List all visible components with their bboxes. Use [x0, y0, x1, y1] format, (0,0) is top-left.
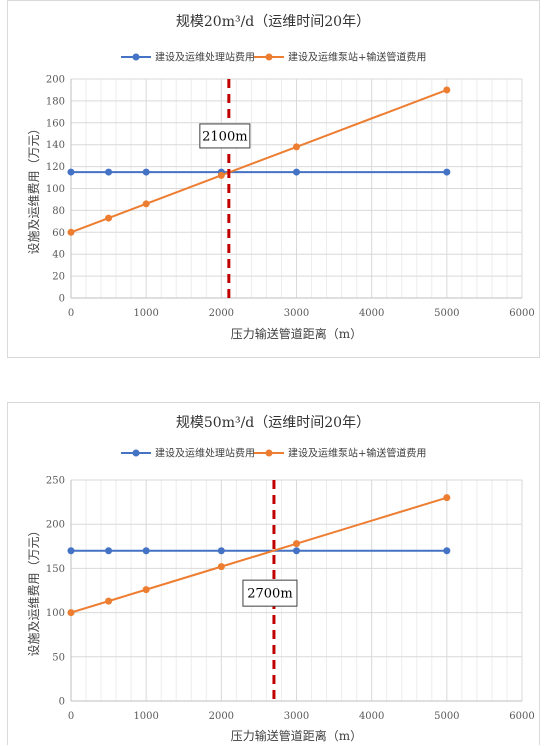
legend: 建设及运维处理站费用 建设及运维泵站+输送管道费用: [121, 447, 426, 460]
data-point: [142, 168, 150, 176]
chart-panel-1: 规模20m³/d（运维时间20年） 建设及运维处理站费用 建设及运维泵站+输送管道费…: [7, 0, 540, 358]
data-point: [67, 609, 75, 617]
data-point: [443, 547, 451, 555]
data-point: [142, 547, 150, 555]
y-tick-label: 50: [52, 652, 65, 663]
y-tick-label: 180: [46, 96, 65, 107]
chart-title: 规模50m³/d（运维时间20年）: [176, 415, 370, 431]
legend-label: 建设及运维处理站费用: [155, 51, 255, 64]
x-tick-label: 2000: [209, 308, 234, 319]
x-tick-label: 3000: [284, 711, 309, 722]
y-tick-label: 200: [46, 75, 65, 86]
y-tick-label: 100: [46, 608, 65, 619]
legend-label: 建设及运维处理站费用: [155, 447, 255, 460]
data-point: [443, 494, 451, 502]
data-point: [142, 200, 150, 208]
x-tick-label: 0: [68, 308, 74, 319]
x-tick-label: 0: [68, 711, 74, 722]
x-tick-label: 2000: [209, 711, 234, 722]
data-point: [443, 168, 451, 176]
data-point: [105, 168, 113, 176]
data-point: [105, 214, 113, 222]
x-tick-label: 4000: [359, 711, 384, 722]
legend-label: 建设及运维泵站+输送管道费用: [288, 447, 426, 460]
y-tick-label: 100: [46, 184, 65, 195]
data-point: [67, 228, 75, 236]
chart-1: 规模20m³/d（运维时间20年） 建设及运维处理站费用 建设及运维泵站+输送管道费…: [27, 14, 535, 341]
data-point: [67, 547, 75, 555]
y-tick-label: 0: [59, 294, 65, 305]
x-tick-label: 5000: [434, 308, 459, 319]
data-point: [217, 547, 225, 555]
data-point: [217, 171, 225, 179]
x-tick-label: 6000: [509, 711, 534, 722]
data-point: [293, 547, 300, 555]
x-tick-label: 3000: [284, 308, 309, 319]
x-axis-title: 压力输送管道距离（m）: [231, 326, 362, 341]
data-point: [105, 597, 113, 605]
legend-marker: [265, 449, 273, 457]
y-tick-label: 120: [46, 162, 65, 173]
data-point: [105, 547, 113, 555]
y-tick-label: 150: [46, 564, 65, 575]
legend-item-1: 建设及运维处理站费用: [121, 51, 255, 64]
x-tick-label: 6000: [509, 308, 534, 319]
legend-item-1: 建设及运维处理站费用: [121, 447, 255, 460]
data-point: [293, 540, 300, 548]
data-point: [443, 86, 451, 94]
y-tick-label: 20: [52, 272, 65, 283]
crossover-label-text: 2700m: [247, 587, 292, 602]
y-tick-label: 80: [52, 206, 65, 217]
crossover-label-box: [199, 123, 251, 149]
y-tick-label: 250: [46, 476, 65, 487]
x-tick-label: 1000: [133, 711, 158, 722]
y-axis-title: 设施及运维费用（万元）: [27, 524, 41, 656]
legend-marker: [132, 449, 140, 457]
grid: [71, 479, 523, 701]
series-2: [67, 494, 451, 617]
y-tick-label: 40: [52, 250, 65, 261]
y-tick-label: 200: [46, 520, 65, 531]
legend-item-2: 建设及运维泵站+输送管道费用: [254, 447, 426, 460]
legend-marker: [132, 53, 140, 61]
grid: [71, 78, 523, 298]
series-line: [70, 496, 448, 614]
crossover-label: 2700m: [242, 579, 298, 607]
series-1: [67, 168, 451, 176]
legend-item-2: 建设及运维泵站+输送管道费用: [254, 51, 426, 64]
legend: 建设及运维处理站费用 建设及运维泵站+输送管道费用: [121, 51, 426, 64]
y-axis-title: 设施及运维费用（万元）: [27, 122, 41, 254]
legend-label: 建设及运维泵站+输送管道费用: [288, 51, 426, 64]
crossover-label-box: [242, 579, 298, 607]
chart-title: 规模20m³/d（运维时间20年）: [176, 14, 370, 30]
data-point: [67, 168, 75, 176]
x-tick-label: 4000: [359, 308, 384, 319]
series-2: [67, 86, 451, 236]
chart-2: 规模50m³/d（运维时间20年） 建设及运维处理站费用 建设及运维泵站+输送管道费…: [27, 415, 535, 743]
legend-marker: [265, 53, 273, 61]
data-point: [293, 168, 300, 176]
x-axis-title: 压力输送管道距离（m）: [231, 728, 362, 743]
data-point: [217, 563, 225, 571]
y-tick-label: 0: [59, 697, 65, 708]
data-point: [293, 143, 300, 151]
x-tick-label: 5000: [434, 711, 459, 722]
y-tick-label: 60: [52, 228, 65, 239]
data-point: [142, 586, 150, 594]
chart-panel-2: 规模50m³/d（运维时间20年） 建设及运维处理站费用 建设及运维泵站+输送管道费…: [7, 402, 540, 745]
x-tick-label: 1000: [133, 308, 158, 319]
series-line: [70, 89, 448, 234]
crossover-label-text: 2100m: [202, 129, 247, 144]
y-tick-label: 140: [46, 140, 65, 151]
y-tick-label: 160: [46, 118, 65, 129]
crossover-label: 2100m: [199, 123, 251, 149]
series-1: [67, 547, 451, 555]
